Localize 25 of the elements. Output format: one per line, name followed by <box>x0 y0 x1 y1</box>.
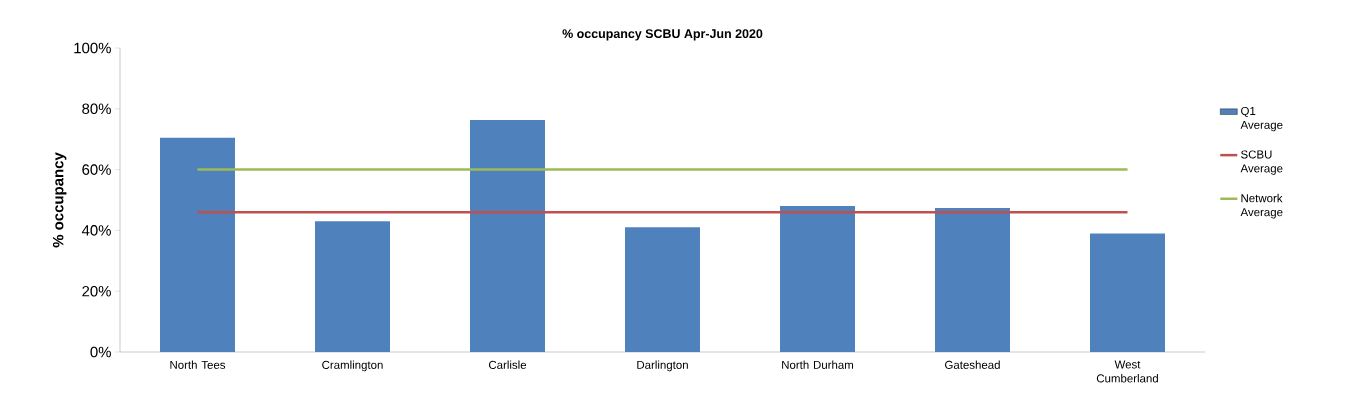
y-tick-label: 40% <box>81 225 111 236</box>
x-tick-label: Carlisle <box>488 360 527 369</box>
x-tick-label: North Tees <box>170 360 226 369</box>
x-tick-label: North Durham <box>782 360 854 369</box>
y-tick-label: 0% <box>90 346 111 358</box>
x-tick-label: Cramlington <box>322 360 383 372</box>
legend-label: SCBU Average <box>1240 150 1283 175</box>
legend-label: Q1 Average <box>1240 106 1283 132</box>
bar <box>315 221 390 352</box>
y-tick-label: 80% <box>82 103 111 115</box>
y-tick-label: 100% <box>74 42 111 54</box>
bar <box>1090 233 1165 352</box>
chart-title: % occupancy SCBU Apr-Jun 2020 <box>562 29 763 41</box>
y-axis-title: % occupancy <box>52 152 67 248</box>
x-tick-label: Gateshead <box>945 360 1000 369</box>
legend-label: Network Average <box>1240 193 1283 219</box>
bar <box>160 137 235 352</box>
y-tick-label: 20% <box>82 285 111 297</box>
bar <box>935 207 1010 352</box>
x-tick-label: Darlington <box>637 360 688 372</box>
bar <box>625 227 700 352</box>
x-tick-label: West Cumberland <box>1096 360 1158 383</box>
bar <box>780 206 855 352</box>
y-tick-label: 60% <box>82 164 111 175</box>
bar <box>470 120 545 352</box>
